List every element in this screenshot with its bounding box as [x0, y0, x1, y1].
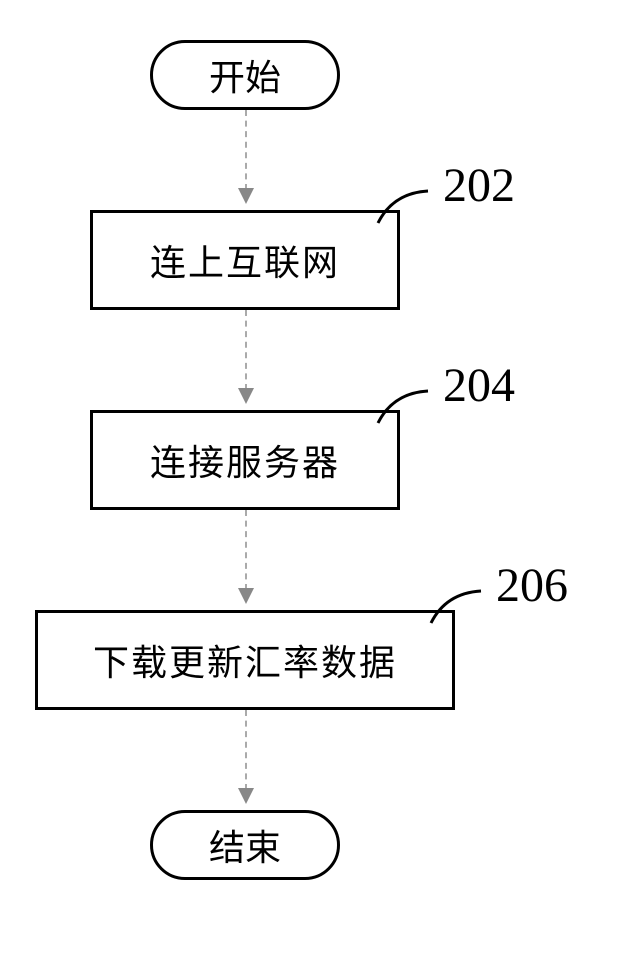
start-label: 开始 [209, 49, 281, 101]
arrow-4 [90, 710, 400, 810]
process-step-3: 下载更新汇率数据 206 [35, 610, 455, 710]
arrow-2 [90, 310, 400, 410]
end-label: 结束 [209, 819, 281, 871]
arrow-3 [90, 510, 400, 610]
step2-label: 连接服务器 [150, 434, 340, 486]
end-terminal: 结束 [150, 810, 340, 880]
start-terminal: 开始 [150, 40, 340, 110]
process-step-2: 连接服务器 204 [90, 410, 400, 510]
leader-3 [426, 583, 506, 633]
step3-label: 下载更新汇率数据 [93, 634, 397, 686]
leader-2 [373, 383, 453, 433]
process-step-1: 连上互联网 202 [90, 210, 400, 310]
arrow-1 [90, 110, 400, 210]
ref-label-1: 202 [443, 158, 515, 213]
step1-label: 连上互联网 [150, 234, 340, 286]
leader-1 [373, 183, 453, 233]
flowchart-container: 开始 连上互联网 202 连接服务器 204 下载更新汇率数据 206 [90, 40, 550, 880]
ref-label-3: 206 [496, 558, 568, 613]
ref-label-2: 204 [443, 358, 515, 413]
